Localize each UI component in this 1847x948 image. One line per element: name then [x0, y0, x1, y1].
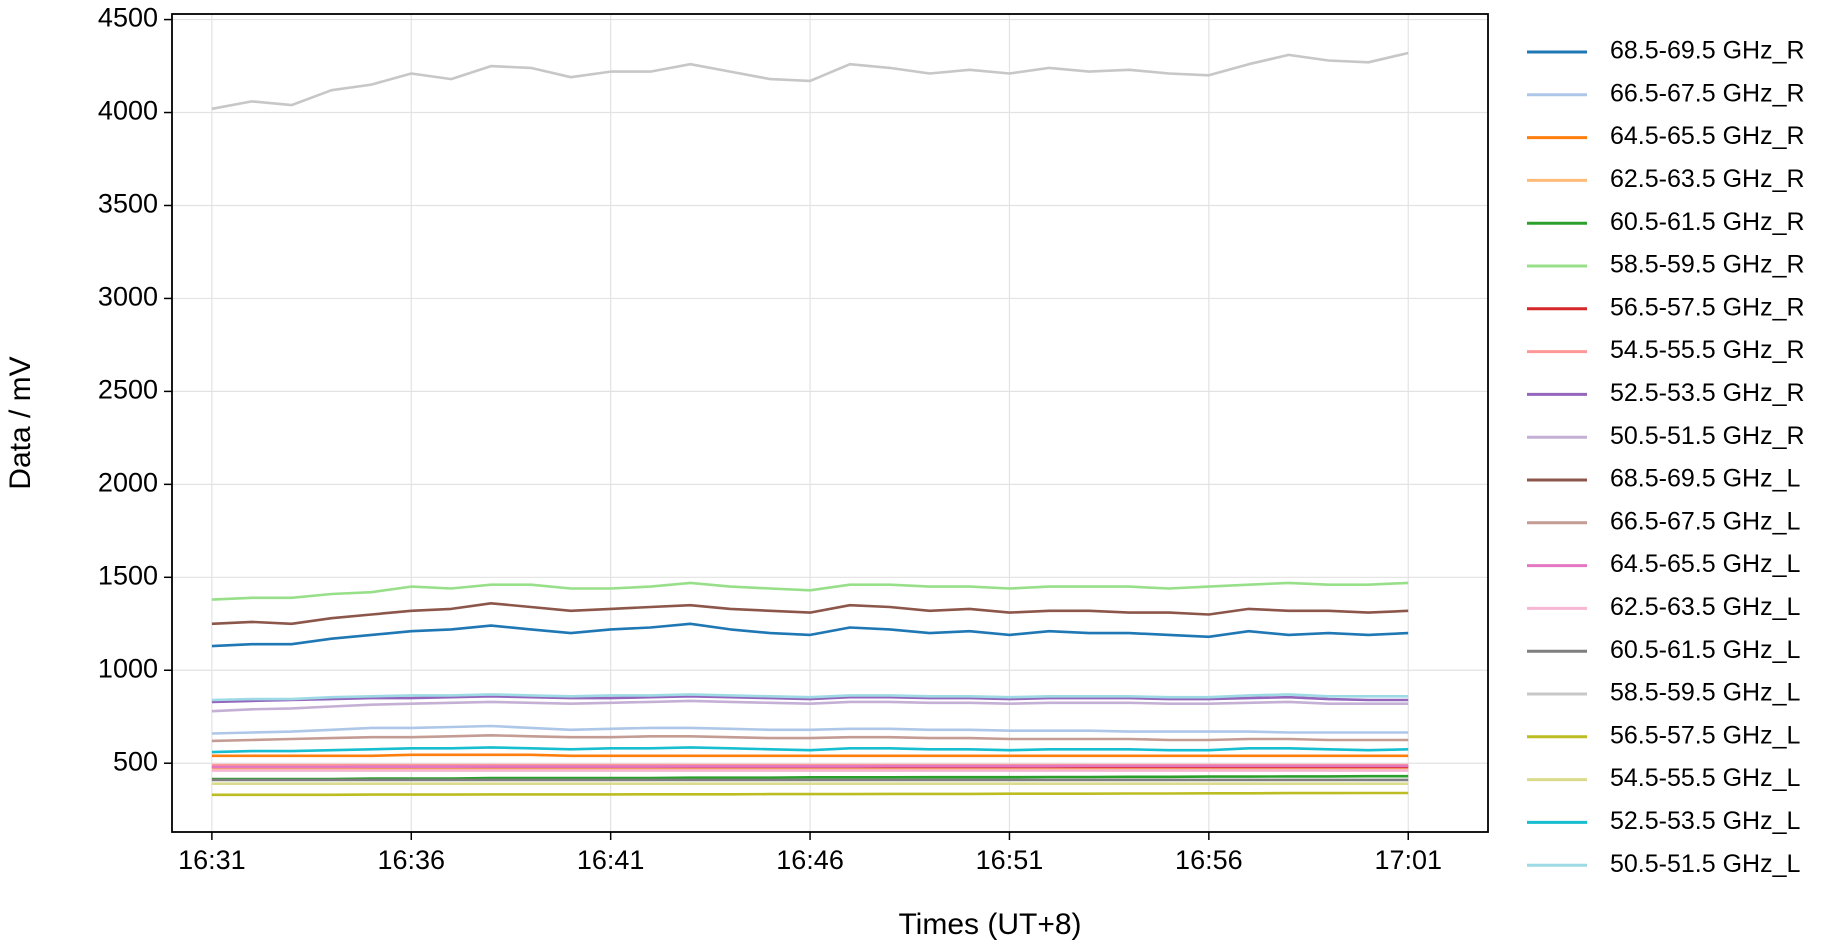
series-line	[211, 699, 1409, 713]
legend-label: 64.5-65.5 GHz_L	[1610, 550, 1800, 578]
plot-frame	[171, 13, 1489, 833]
series-line	[211, 622, 1409, 648]
y-tick-label: 2000	[98, 467, 158, 497]
series-line	[211, 693, 1409, 702]
legend-label: 50.5-51.5 GHz_R	[1610, 422, 1805, 450]
series-line	[211, 733, 1409, 743]
series-line	[211, 791, 1409, 797]
x-tick-label: 16:41	[577, 845, 645, 875]
x-tick-label: 16:46	[776, 845, 844, 875]
x-axis-label: Times (UT+8)	[898, 908, 1081, 941]
legend-label: 54.5-55.5 GHz_R	[1610, 336, 1805, 364]
legend-label: 52.5-53.5 GHz_R	[1610, 379, 1805, 407]
legend-label: 50.5-51.5 GHz_L	[1610, 850, 1800, 878]
legend-label: 56.5-57.5 GHz_L	[1610, 721, 1800, 749]
x-tick-label: 16:51	[976, 845, 1044, 875]
y-tick-label: 1000	[98, 653, 158, 683]
x-tick-label: 17:01	[1374, 845, 1442, 875]
series-line	[211, 764, 1409, 769]
legend-label: 68.5-69.5 GHz_R	[1610, 37, 1805, 65]
series-line	[211, 581, 1409, 601]
legend-label: 52.5-53.5 GHz_L	[1610, 807, 1800, 835]
legend-label: 60.5-61.5 GHz_R	[1610, 208, 1805, 236]
y-tick-label: 500	[113, 746, 158, 776]
legend-label: 54.5-55.5 GHz_L	[1610, 764, 1800, 792]
y-tick-label: 4500	[98, 3, 158, 33]
y-tick-label: 3500	[98, 189, 158, 219]
legend-label: 62.5-63.5 GHz_R	[1610, 165, 1805, 193]
legend-label: 58.5-59.5 GHz_L	[1610, 679, 1800, 707]
y-axis-label: Data / mV	[4, 356, 37, 489]
legend-label: 58.5-59.5 GHz_R	[1610, 251, 1805, 279]
legend-label: 68.5-69.5 GHz_L	[1610, 465, 1800, 493]
legend-label: 66.5-67.5 GHz_R	[1610, 79, 1805, 107]
series-line	[211, 753, 1409, 758]
series-line	[211, 694, 1409, 704]
legend-label: 56.5-57.5 GHz_R	[1610, 293, 1805, 321]
legend-label: 64.5-65.5 GHz_R	[1610, 122, 1805, 150]
legend-label: 60.5-61.5 GHz_L	[1610, 636, 1800, 664]
series-line	[211, 601, 1409, 626]
series-line	[211, 746, 1409, 754]
series-line	[211, 51, 1409, 111]
series-line	[211, 724, 1409, 735]
series-line	[211, 774, 1409, 781]
y-tick-label: 4000	[98, 96, 158, 126]
x-tick-label: 16:31	[178, 845, 246, 875]
x-tick-label: 16:36	[377, 845, 445, 875]
y-tick-label: 2500	[98, 375, 158, 405]
x-tick-label: 16:56	[1175, 845, 1243, 875]
y-tick-label: 1500	[98, 560, 158, 590]
legend-label: 66.5-67.5 GHz_L	[1610, 507, 1800, 535]
y-tick-label: 3000	[98, 282, 158, 312]
legend-label: 62.5-63.5 GHz_L	[1610, 593, 1800, 621]
